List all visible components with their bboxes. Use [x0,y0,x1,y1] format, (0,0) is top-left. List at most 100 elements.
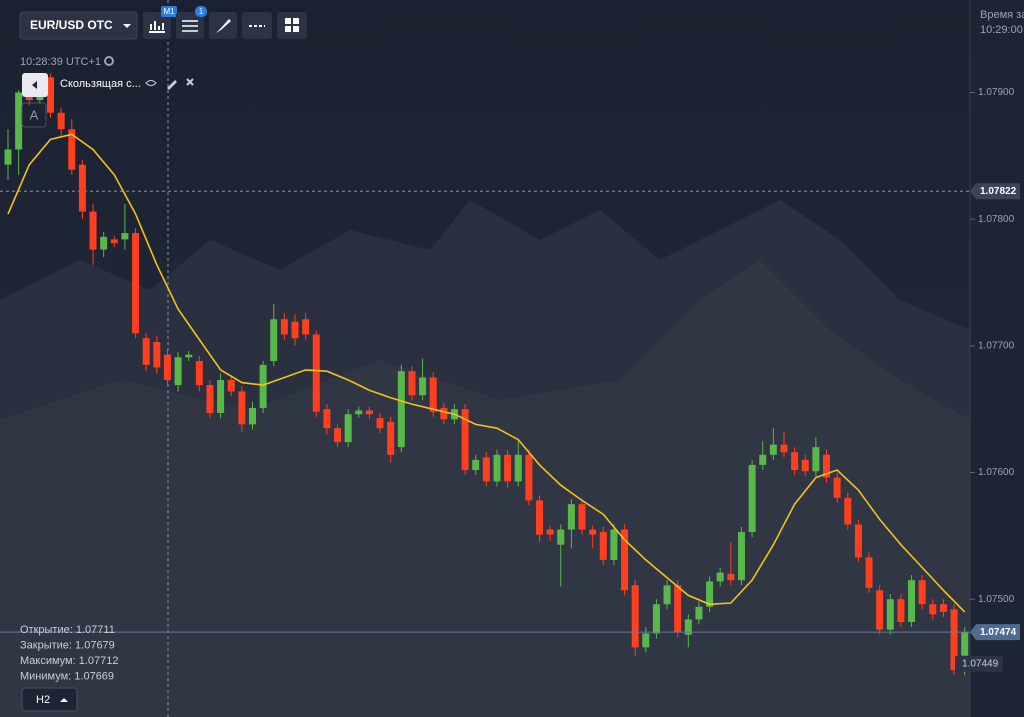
visibility-icon[interactable] [145,80,157,86]
dropdown-arrow [123,24,131,28]
candle-body [195,361,203,386]
ohlc-label: Закрытие: [20,639,72,651]
candle-body [706,581,714,607]
candle-body [780,444,788,453]
drawing-button[interactable] [209,12,237,39]
timeframe-badge [161,6,177,17]
price-axis-bg [970,0,1024,717]
candle-body [642,633,650,648]
y-tick-label: 1.07600 [978,467,1015,478]
candle-body [823,454,831,478]
indicator-badge-text: 1 [199,7,204,16]
candle-body [536,500,543,535]
candle-body [323,409,331,429]
candle-body [259,364,267,408]
candle-body [429,377,437,412]
asset-name: EUR/USD OTC [30,18,113,32]
period-label: H2 [36,694,50,706]
candle-body [57,112,65,130]
y-tick-label: 1.07500 [978,594,1015,605]
remove-icon[interactable] [186,78,194,86]
moving-average-line [7,133,966,613]
candle-body [610,529,618,560]
ohlc-label: Открытие: [20,624,73,636]
y-tick-label: 1.07700 [978,340,1015,351]
y-tick-label: 1.07900 [978,87,1015,98]
candle-body [419,377,427,396]
candle-body [695,606,703,620]
candle-body [737,532,745,581]
collapse-arrow [32,81,37,89]
candle-body [599,532,607,560]
candle-body [270,319,278,362]
candle-body [886,599,894,630]
candle-body [334,428,342,443]
candle-body [397,371,405,448]
candle-body [440,407,448,420]
candle-body [121,233,129,240]
candle-body [291,321,299,339]
candle-body [47,77,55,113]
candle-body [727,573,735,581]
candle-body [280,319,288,335]
candle-body [4,149,12,165]
candle-body [950,609,958,671]
candle-body [748,464,756,533]
ohlc-row: Закрытие: 1.07679 [20,639,115,651]
candle-body [621,529,629,591]
expiry-label: Время за [980,9,1024,21]
ohlc-label: Минимум: [20,670,71,682]
settings-icon[interactable] [104,56,114,66]
candle-body [248,407,256,425]
candle-body [567,504,575,530]
ohlc-value: 1.07679 [75,639,115,651]
candle-body [163,354,171,381]
candle-body [897,599,905,622]
candle-body [865,557,873,588]
candle-body [589,529,597,535]
candle-body [227,380,235,392]
candle-body [142,338,150,365]
candle-body [876,590,884,630]
candle-body [674,585,682,633]
candle-body [929,604,937,615]
ohlc-info: Открытие: 1.07711 Закрытие: 1.07679 Максим… [20,624,119,683]
candle-body [663,585,671,605]
candle-body [546,529,554,535]
candle-body [110,239,118,244]
candle-body [557,529,565,545]
edit-icon[interactable] [167,80,177,90]
candle-body [238,391,246,425]
candle-body [833,477,841,498]
server-clock: 10:28:39 UTC+1 [20,56,101,68]
candle-body [376,418,384,429]
candle-body [844,497,852,525]
candle-body [631,585,639,648]
drawing-mode-box[interactable] [21,102,47,128]
candle-body [408,371,416,396]
layout-button[interactable] [277,12,307,39]
candle-body [461,409,469,470]
current-price-label-box [970,624,1020,641]
candle-body [206,385,214,413]
candle-body [791,452,799,470]
ohlc-row: Максимум: 1.07712 [20,655,119,667]
period-button[interactable] [21,687,78,712]
plot: 1.07900 1.07800 1.07700 1.07600 1.07500 1.078… [0,73,1020,676]
low-marker-box [955,655,1003,672]
candle-body [578,504,586,530]
candle-body [716,572,724,582]
period-arrow [60,698,68,702]
candle-body [482,457,490,482]
candle-body [684,619,692,635]
candle-body [68,129,76,170]
asset-selector[interactable] [19,11,138,40]
crosshair-price-label: 1.07822 [980,186,1017,197]
candle-body [759,454,767,465]
candle-body [15,92,23,150]
candle-body [472,459,480,470]
ohlc-value: 1.07712 [79,655,119,667]
chart-type-icon [149,21,165,33]
